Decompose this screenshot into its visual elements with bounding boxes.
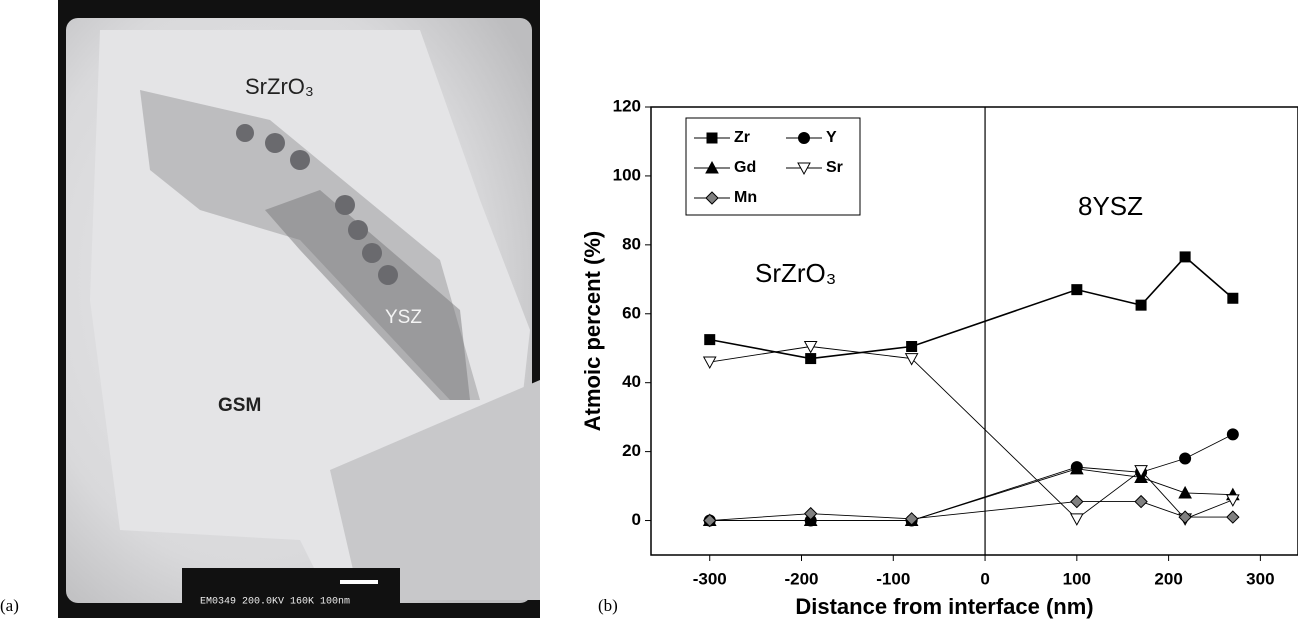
x-tick-label: 200	[1154, 569, 1182, 588]
marker	[1179, 487, 1191, 498]
y-tick-label: 40	[622, 372, 641, 391]
marker	[1228, 293, 1238, 303]
legend-label: Sr	[826, 159, 843, 176]
x-tick-label: 300	[1246, 569, 1274, 588]
marker	[1180, 453, 1191, 464]
y-tick-label: 120	[613, 96, 641, 115]
marker	[1180, 252, 1190, 262]
y-tick-label: 80	[622, 234, 641, 253]
legend-label: Y	[826, 129, 837, 146]
legend-label: Gd	[734, 159, 756, 176]
marker	[707, 133, 717, 143]
scale-text: EM0349 200.0KV 160K 100nm	[200, 597, 350, 608]
marker	[1135, 496, 1147, 508]
chart: 0 20 40 60 80 100 120 -300 -200 -100 0 100 200 300 Dis…	[580, 96, 1298, 618]
marker	[799, 133, 810, 144]
y-tick-label: 0	[632, 510, 641, 529]
y-tick-label: 20	[622, 441, 641, 460]
scale-box	[182, 568, 400, 616]
micrograph: EM0349 200.0KV 160K 100nm SrZrO₃ YSZ GSM	[58, 0, 540, 618]
panel-label: (a)	[0, 596, 19, 615]
legend-label: Zr	[734, 129, 750, 146]
series-line	[710, 347, 1233, 519]
marker	[806, 354, 816, 364]
x-tick-label: 0	[980, 569, 989, 588]
x-tick-label: -300	[693, 569, 727, 588]
y-axis-label: Atmoic percent (%)	[580, 231, 605, 431]
marker	[1136, 300, 1146, 310]
annotation: GSM	[218, 395, 261, 416]
marker	[1071, 496, 1083, 508]
x-axis-label: Distance from interface (nm)	[795, 594, 1093, 619]
x-tick-label: -100	[876, 569, 910, 588]
annotation: SrZrO₃	[755, 258, 836, 288]
marker	[704, 357, 716, 368]
x-tick-label: -200	[784, 569, 818, 588]
panel-label: (b)	[598, 596, 618, 615]
marker	[1072, 285, 1082, 295]
series-line	[710, 502, 1233, 521]
marker	[1227, 511, 1239, 523]
marker	[705, 335, 715, 345]
annotation: SrZrO₃	[245, 74, 314, 99]
figure: EM0349 200.0KV 160K 100nm SrZrO₃ YSZ GSM…	[0, 0, 1298, 626]
y-tick-label: 60	[622, 303, 641, 322]
series-line	[710, 434, 1233, 520]
marker	[907, 342, 917, 352]
annotation: 8YSZ	[1078, 191, 1143, 221]
legend-label: Mn	[734, 189, 757, 206]
y-tick-label: 100	[613, 165, 641, 184]
marker	[1227, 495, 1239, 506]
marker	[1179, 511, 1191, 523]
x-tick-label: 100	[1063, 569, 1091, 588]
annotation: YSZ	[385, 307, 422, 328]
marker	[1227, 429, 1238, 440]
marker	[1071, 514, 1083, 525]
